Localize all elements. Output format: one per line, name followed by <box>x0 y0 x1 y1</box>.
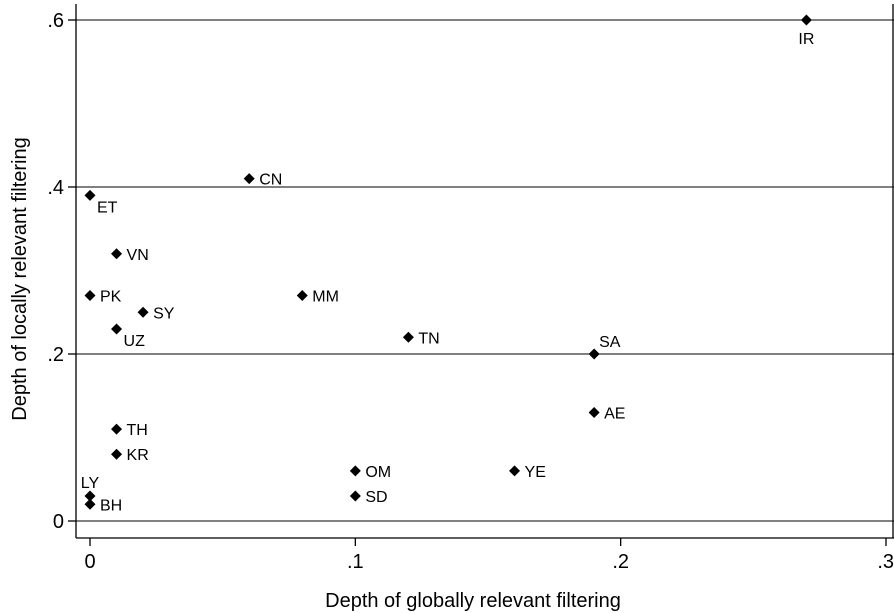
y-axis-title: Depth of locally relevant filtering <box>9 137 31 420</box>
point-marker-uz <box>111 323 123 335</box>
point-label-sd: SD <box>365 489 387 506</box>
point-marker-cn <box>243 173 255 185</box>
point-label-uz: UZ <box>124 333 146 350</box>
point-marker-kr <box>111 448 123 460</box>
point-marker-tn <box>402 331 414 343</box>
point-marker-th <box>111 423 123 435</box>
point-marker-et <box>84 189 96 201</box>
point-label-et: ET <box>97 199 118 216</box>
point-label-ae: AE <box>604 405 625 422</box>
grid-lines <box>76 19 894 522</box>
point-label-om: OM <box>365 464 391 481</box>
point-marker-ly <box>84 490 96 502</box>
point-label-ye: YE <box>525 464 546 481</box>
point-label-kr: KR <box>127 447 149 464</box>
x-tick-label-1: .1 <box>347 551 364 573</box>
y-tick-label-1: .2 <box>47 344 64 366</box>
point-label-vn: VN <box>127 247 149 264</box>
x-tick-label-3: .3 <box>877 551 894 573</box>
point-marker-ae <box>588 406 600 418</box>
point-label-bh: BH <box>100 497 122 514</box>
data-points: IR CN ET VN PK SY MM UZ TN SA AE TH KR OM YE LY SD BH <box>81 14 814 514</box>
y-tick-label-0: 0 <box>53 511 64 533</box>
point-marker-bh <box>84 498 96 510</box>
y-tick-label-3: .6 <box>47 10 64 32</box>
x-axis-title: Depth of globally relevant filtering <box>325 590 621 612</box>
point-label-th: TH <box>127 422 148 439</box>
point-label-sy: SY <box>153 305 175 322</box>
point-marker-sa <box>588 348 600 360</box>
point-marker-ye <box>509 465 521 477</box>
point-label-mm: MM <box>312 289 339 306</box>
point-label-ir: IR <box>798 31 814 48</box>
point-marker-ir <box>800 14 812 26</box>
point-marker-om <box>349 465 361 477</box>
point-marker-mm <box>296 290 308 302</box>
y-tick-label-2: .4 <box>47 177 64 199</box>
point-marker-vn <box>111 248 123 260</box>
point-label-tn: TN <box>418 330 439 347</box>
point-marker-pk <box>84 290 96 302</box>
point-label-sa: SA <box>599 334 621 351</box>
x-tick-label-2: .2 <box>612 551 629 573</box>
x-tick-label-0: 0 <box>84 551 95 573</box>
axes <box>75 4 894 539</box>
point-marker-sy <box>137 306 149 318</box>
point-marker-sd <box>349 490 361 502</box>
point-label-cn: CN <box>259 172 282 189</box>
point-label-pk: PK <box>100 289 122 306</box>
ticks: 0 .2 .4 .6 0 .1 .2 .3 <box>47 10 894 573</box>
point-label-ly: LY <box>81 475 100 492</box>
